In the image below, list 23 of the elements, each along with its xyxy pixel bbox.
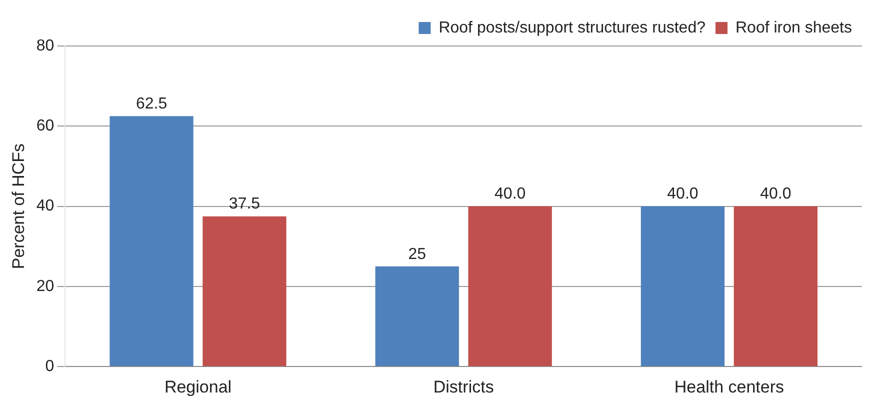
y-tick-label: 40 [36, 198, 54, 215]
x-tick-label: Regional [164, 377, 232, 396]
data-label: 40.0 [667, 186, 698, 203]
y-tick-label: 0 [45, 358, 54, 376]
bar [375, 266, 459, 366]
bar [110, 116, 194, 366]
data-label: 37.5 [228, 196, 260, 213]
bar [202, 216, 286, 366]
x-tick-label: Districts [433, 377, 494, 396]
y-tick-label: 60 [36, 118, 54, 135]
bar [640, 206, 725, 366]
bar [734, 206, 818, 366]
x-tick-label: Health centers [674, 377, 784, 396]
legend-label: Roof posts/support structures rusted? [438, 19, 706, 36]
data-label: 62.5 [136, 96, 168, 113]
y-tick-label: 20 [36, 278, 54, 295]
legend-label: Roof iron sheets [735, 19, 852, 36]
y-tick-label: 80 [36, 37, 54, 54]
y-axis-title: Percent of HCFs [8, 143, 28, 270]
data-label: 25 [408, 246, 426, 263]
data-label: 40.0 [494, 186, 526, 203]
data-label: 40.0 [760, 186, 792, 203]
bar [468, 206, 552, 366]
